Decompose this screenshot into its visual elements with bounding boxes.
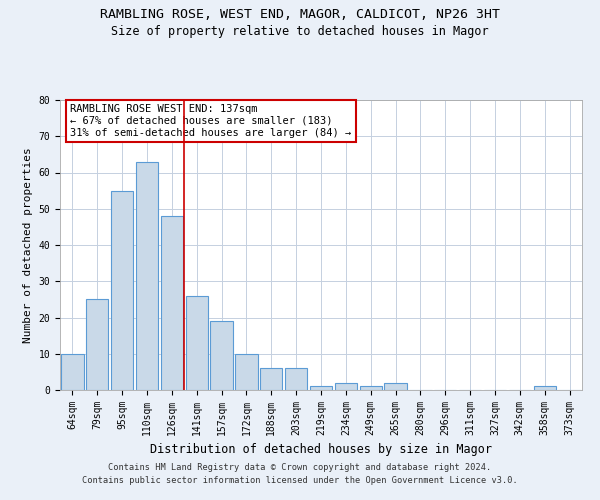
Text: Distribution of detached houses by size in Magor: Distribution of detached houses by size … xyxy=(150,442,492,456)
Bar xyxy=(111,190,133,390)
Bar xyxy=(260,368,283,390)
Bar xyxy=(161,216,183,390)
Bar xyxy=(211,321,233,390)
Text: RAMBLING ROSE, WEST END, MAGOR, CALDICOT, NP26 3HT: RAMBLING ROSE, WEST END, MAGOR, CALDICOT… xyxy=(100,8,500,20)
Text: Contains public sector information licensed under the Open Government Licence v3: Contains public sector information licen… xyxy=(82,476,518,485)
Bar xyxy=(533,386,556,390)
Bar xyxy=(310,386,332,390)
Bar xyxy=(61,354,83,390)
Bar xyxy=(235,354,257,390)
Bar xyxy=(335,383,357,390)
Bar xyxy=(359,386,382,390)
Bar xyxy=(86,300,109,390)
Text: Contains HM Land Registry data © Crown copyright and database right 2024.: Contains HM Land Registry data © Crown c… xyxy=(109,464,491,472)
Text: Size of property relative to detached houses in Magor: Size of property relative to detached ho… xyxy=(111,25,489,38)
Bar xyxy=(185,296,208,390)
Bar xyxy=(136,162,158,390)
Y-axis label: Number of detached properties: Number of detached properties xyxy=(23,147,33,343)
Bar xyxy=(385,383,407,390)
Text: RAMBLING ROSE WEST END: 137sqm
← 67% of detached houses are smaller (183)
31% of: RAMBLING ROSE WEST END: 137sqm ← 67% of … xyxy=(70,104,352,138)
Bar xyxy=(285,368,307,390)
